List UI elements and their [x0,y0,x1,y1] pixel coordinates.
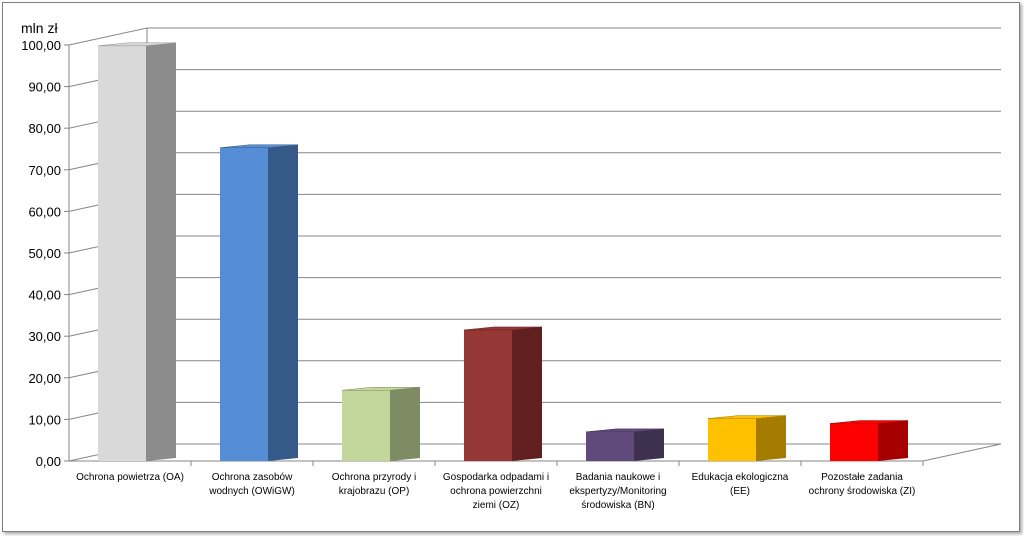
gridline [68,235,1001,254]
x-category-label: Badania naukowe i ekspertyzy/Monitoring śr… [569,472,666,511]
bar-front [342,390,390,461]
y-tick-label: 0,00 [36,454,61,469]
y-tick-label: 50,00 [28,246,61,261]
y-tick-label: 80,00 [28,121,61,136]
bar-top [829,420,909,424]
bar-top [585,428,665,433]
bar-side [268,144,298,461]
bar-side [512,326,542,461]
bar-side [390,387,420,461]
y-tick-label: 40,00 [28,288,61,303]
gridline [68,277,1001,296]
bar-chart: 0,00 10,00 20,00 30,00 40,00 50,00 60,00 70,00 8… [21,20,1002,511]
bar-front [586,431,634,461]
bar-top [219,144,299,149]
floor-right-edge [922,443,1002,462]
x-category-label: Ochrona powietrza (OA) [76,472,184,483]
bar-front [220,147,268,461]
bar-side [878,420,908,461]
y-tick-label: 20,00 [28,371,61,386]
bar-top [341,387,421,391]
gridline [68,110,1001,129]
y-tick-label: 70,00 [28,163,61,178]
x-category-label: Edukacja ekologiczna (EE) [692,472,789,497]
x-category-label: Gospodarka odpadami i ochrona powierzchni… [443,472,549,511]
gridline [68,152,1001,171]
gridline [68,193,1001,212]
bar-top [463,326,543,331]
bar-side [756,415,786,461]
bar-side [634,428,664,461]
bar-side [146,42,176,461]
gridline [68,27,1001,46]
bar-front [830,423,878,461]
y-tick-label: 60,00 [28,204,61,219]
bar-top [97,42,177,47]
gridline [68,69,1001,88]
y-tick-label: 90,00 [28,80,61,95]
bar-top [707,415,787,419]
y-unit-label: mln zł [21,20,58,36]
bar-front [98,45,146,461]
y-tick-label: 10,00 [28,412,61,427]
x-category-label: Pozostałe zadania ochrony środowiska (ZI) [809,472,916,497]
bar-front [464,329,512,461]
bar-front [708,418,756,461]
x-category-label: Ochrona zasobów wodnych (OWiGW) [208,472,295,497]
y-tick-label: 30,00 [28,329,61,344]
x-category-label: Ochrona przyrody i krajobrazu (OP) [332,472,416,497]
y-tick-label: 100,00 [21,38,61,53]
